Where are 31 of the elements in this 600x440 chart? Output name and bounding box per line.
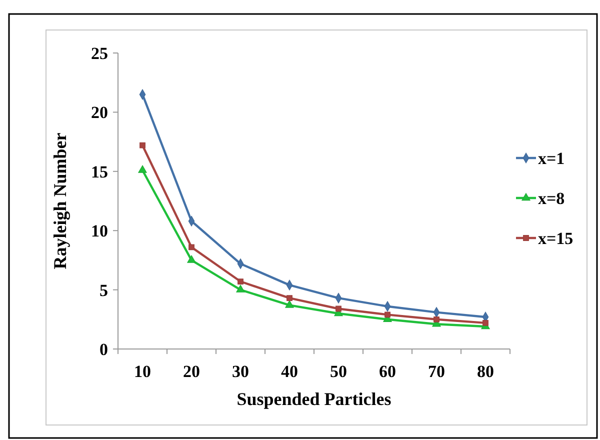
legend-label: x=1 [538, 148, 565, 168]
y-axis-title: Rayleigh Number [50, 132, 70, 270]
y-tick-label: 15 [91, 162, 108, 182]
point [140, 142, 146, 148]
x-tick-label: 20 [183, 362, 200, 381]
x-axis-title: Suspended Particles [236, 389, 392, 409]
point [238, 278, 244, 284]
x-tick-label: 80 [477, 362, 494, 381]
y-tick-label: 10 [91, 222, 108, 241]
point [482, 320, 488, 326]
y-tick-label: 0 [100, 340, 108, 359]
point [236, 284, 245, 292]
y-tick-label: 5 [100, 280, 108, 300]
point [434, 316, 440, 322]
x-tick-label: 50 [330, 362, 347, 381]
point [188, 244, 194, 250]
x-tick-label: 40 [281, 362, 298, 381]
y-tick-label: 20 [91, 103, 108, 122]
x-tick-label: 10 [134, 362, 151, 381]
point [138, 165, 147, 173]
point [384, 312, 390, 318]
x-tick-label: 70 [428, 362, 445, 381]
x-tick-label: 30 [232, 362, 249, 381]
point [285, 300, 294, 308]
x-tick-label: 60 [379, 362, 396, 381]
legend-label: x=15 [538, 228, 574, 248]
y-tick-label: 25 [91, 44, 108, 63]
legend-label: x=8 [538, 188, 565, 208]
point [187, 255, 196, 263]
point [336, 306, 342, 312]
point [286, 295, 292, 302]
